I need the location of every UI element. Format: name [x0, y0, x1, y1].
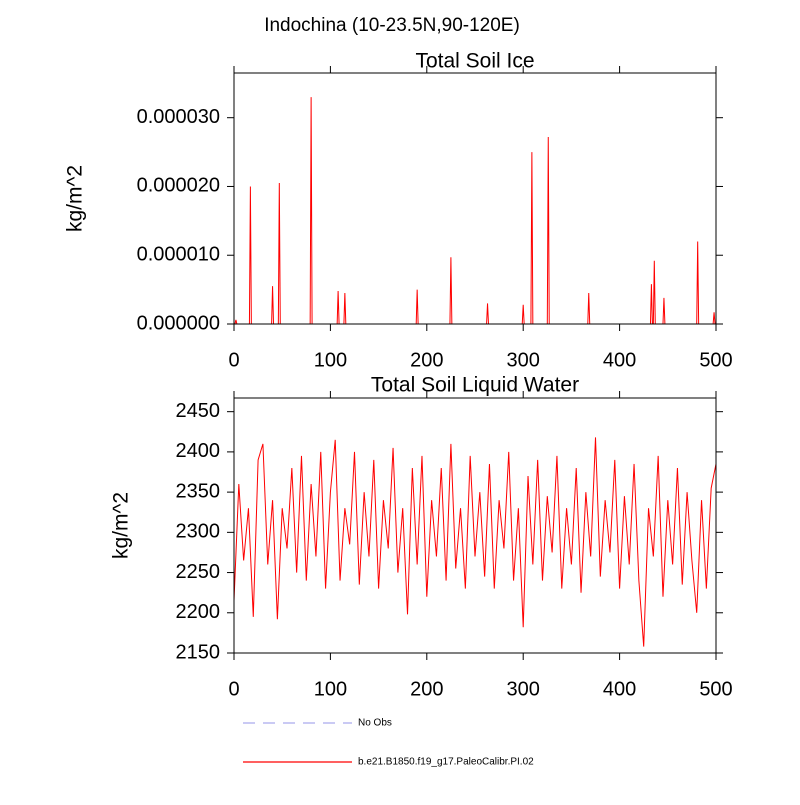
- y-tick-label: 2150: [176, 641, 221, 663]
- figure-title: Indochina (10-23.5N,90-120E): [264, 15, 520, 36]
- x-tick-label: 400: [603, 349, 636, 371]
- x-tick-label: 100: [314, 678, 347, 700]
- x-tick-label: 300: [507, 349, 540, 371]
- x-tick-label: 500: [699, 349, 732, 371]
- y-tick-label: 2350: [176, 480, 221, 502]
- y-tick-label: 2400: [176, 440, 221, 462]
- y-tick-label: 2250: [176, 561, 221, 583]
- panel-title: Total Soil Ice: [415, 50, 534, 73]
- data-line: [234, 97, 716, 325]
- y-tick-label: 0.000030: [137, 106, 220, 128]
- x-tick-label: 500: [699, 678, 732, 700]
- plot-frame: [233, 397, 717, 654]
- x-tick-label: 400: [603, 678, 636, 700]
- y-tick-label: 0.000020: [137, 175, 220, 197]
- legend-label: b.e21.B1850.f19_g17.PaleoCalibr.PI.02: [358, 757, 534, 768]
- x-tick-label: 0: [228, 349, 239, 371]
- y-tick-label: 2200: [176, 601, 221, 623]
- y-tick-label: 0.000010: [137, 244, 220, 266]
- x-tick-label: 200: [410, 678, 443, 700]
- x-tick-label: 200: [410, 349, 443, 371]
- x-tick-label: 100: [314, 349, 347, 371]
- data-line: [233, 437, 717, 647]
- y-tick-label: 0.000000: [137, 312, 220, 334]
- x-tick-label: 300: [507, 678, 540, 700]
- panel-title: Total Soil Liquid Water: [371, 374, 579, 397]
- x-tick-label: 0: [228, 678, 239, 700]
- legend-label: No Obs: [358, 718, 392, 729]
- y-tick-label: 2450: [176, 400, 221, 422]
- y-axis-label: kg/m^2: [110, 492, 133, 559]
- y-axis-label: kg/m^2: [64, 165, 87, 232]
- y-tick-label: 2300: [176, 521, 221, 543]
- plot-frame: [233, 72, 717, 325]
